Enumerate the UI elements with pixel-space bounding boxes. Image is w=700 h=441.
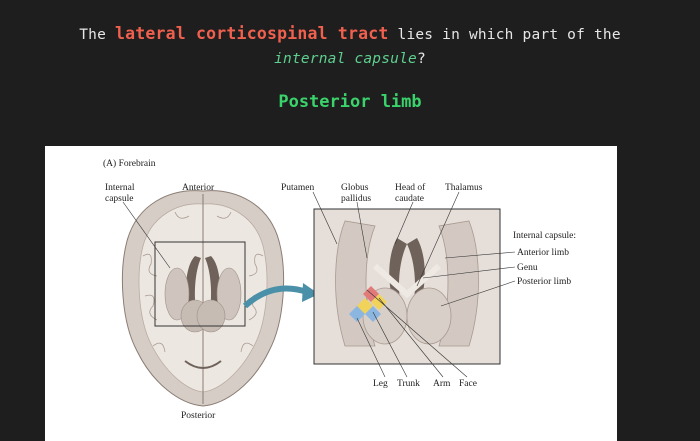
label-genu: Genu [517, 263, 538, 273]
panel-title: (A) Forebrain [103, 158, 156, 169]
question-text: The lateral corticospinal tract lies in … [0, 22, 700, 71]
label-head-of-caudate-1: Head of [395, 182, 426, 193]
label-ic-heading: Internal capsule: [513, 231, 576, 241]
zoomed-section-illustration [313, 208, 501, 365]
question-middle: lies in which part of the [388, 27, 621, 43]
label-leg: Leg [373, 379, 388, 389]
label-posterior-limb: Posterior limb [517, 277, 571, 287]
label-anterior-limb: Anterior limb [517, 248, 569, 258]
label-internal-capsule-1: Internal [105, 183, 135, 193]
label-posterior: Posterior [181, 411, 216, 421]
question-highlight: lateral corticospinal tract [114, 24, 389, 43]
brain-section-illustration [121, 190, 285, 407]
label-globus-pallidus-2: pallidus [341, 194, 371, 204]
leader-lines [122, 191, 516, 378]
label-globus-pallidus-1: Globus [341, 183, 369, 193]
zoom-arrow-head [302, 283, 319, 302]
label-trunk: Trunk [397, 379, 420, 389]
question-suffix: ? [416, 51, 426, 67]
label-internal-capsule-2: capsule [105, 194, 134, 204]
answer-text: Posterior limb [278, 92, 422, 112]
label-anterior: Anterior [182, 183, 215, 193]
zoom-arrow [242, 285, 308, 309]
label-head-of-caudate-2: caudate [395, 194, 424, 204]
label-putamen: Putamen [281, 183, 314, 193]
label-arm: Arm [433, 379, 451, 389]
brain-figure: (A) Forebrain Internal capsule Anterior … [45, 146, 617, 441]
label-face: Face [459, 379, 477, 389]
label-thalamus: Thalamus [445, 183, 483, 193]
question-prefix: The [79, 27, 115, 43]
question-italic: internal capsule [274, 51, 417, 67]
